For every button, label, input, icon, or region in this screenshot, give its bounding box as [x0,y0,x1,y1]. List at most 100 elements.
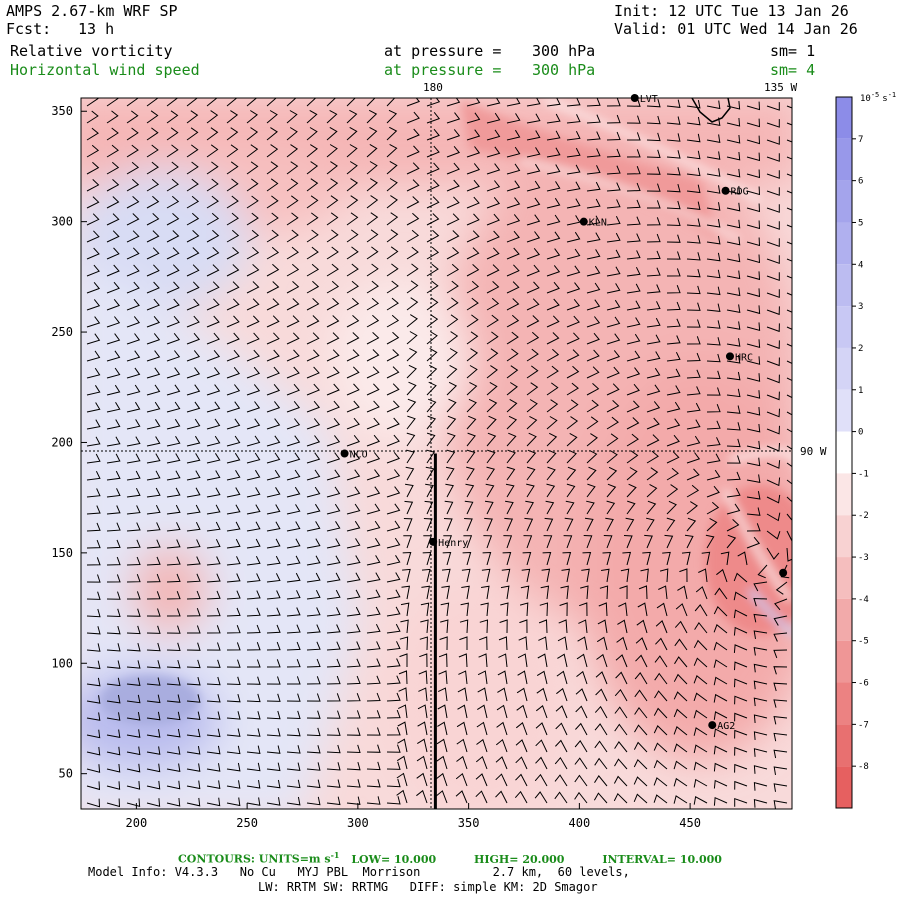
wind-barb [366,779,381,788]
wind-barb [386,520,401,532]
wind-barb [226,212,239,226]
wind-barb [166,350,181,362]
wind-barb [706,117,721,127]
wind-barb [86,608,101,618]
wind-barb [746,118,761,128]
wind-barb [706,353,721,363]
wind-barb [386,98,396,107]
wind-barb [246,607,261,617]
wind-barb [366,555,381,566]
wind-barb [401,585,411,600]
wind-barb [286,745,301,754]
wind-barb [246,315,260,328]
wind-barb [536,687,548,702]
wind-barb [106,574,121,583]
wind-barb [266,676,281,685]
wind-barb [366,229,379,243]
wind-barb [386,761,401,770]
wind-barb [146,195,160,209]
wind-barb [586,466,597,481]
wind-barb [166,780,181,790]
wind-barb [306,486,321,498]
wind-barb [786,224,792,228]
wind-barb [86,505,101,515]
wind-barb [126,316,141,328]
wind-barb [726,168,741,178]
wind-barb [86,264,100,277]
wind-barb [146,281,160,294]
wind-barb [456,738,468,753]
wind-barb [555,739,568,753]
wind-barb [566,114,581,124]
wind-barb [615,671,628,685]
wind-barb [753,646,768,656]
wind-barb [326,332,340,345]
colorbar-label: -4 [858,595,869,605]
wind-barb [86,367,101,379]
wind-barb [603,535,613,549]
wind-barb [419,636,428,651]
wind-barb [126,178,140,192]
wind-barb [746,271,761,281]
wind-barb [466,381,478,396]
wind-barb [166,384,181,396]
wind-barb [246,676,261,685]
wind-barb [366,434,381,447]
wind-barb [106,333,121,345]
wind-barb [326,538,341,549]
wind-barb [398,670,408,685]
wind-barb [186,746,201,755]
wind-barb [646,217,661,226]
wind-barb [306,624,321,634]
wind-barb [266,332,280,345]
wind-barb [619,585,628,600]
wind-barb [655,637,668,651]
wind-barb [773,732,788,742]
wind-barb [86,161,100,175]
wind-barb [514,790,528,804]
wind-barb [326,796,341,806]
wind-barb [446,314,459,328]
wind-barb [206,607,221,617]
wind-barb [634,706,648,719]
wind-barb [706,404,721,413]
wind-barb [506,264,520,277]
wind-barb [226,521,241,532]
wind-barb [126,539,141,549]
wind-barb [617,619,628,634]
wind-barb [646,367,661,379]
wind-barb [386,297,399,311]
wind-barb [86,660,101,670]
wind-barb [653,777,668,787]
wind-barb [326,555,341,566]
wind-barb [306,555,321,566]
wind-barb [734,712,748,722]
wind-barb [666,150,681,159]
wind-barb [366,383,380,396]
wind-barb [306,98,317,107]
wind-barb [226,452,241,464]
wind-barb [286,178,299,192]
wind-barb [495,773,508,787]
wind-barb [653,742,668,753]
wind-barb [646,467,659,481]
wind-barb [286,110,298,124]
wind-barb [446,364,458,379]
wind-barb [733,572,748,583]
wind-barb [786,530,792,543]
wind-barb [286,98,297,107]
wind-barb [286,762,301,771]
wind-barb [726,355,741,364]
wind-barb [206,144,219,158]
wind-barb [483,535,493,549]
wind-barb [586,366,600,379]
wind-barb [146,350,161,362]
wind-barb [766,136,780,145]
wind-barb [626,98,641,107]
wind-barb [346,212,359,226]
wind-barb [106,763,121,773]
x-tick-label: 350 [458,816,480,830]
wind-barb [457,704,468,719]
wind-barb [526,180,541,192]
